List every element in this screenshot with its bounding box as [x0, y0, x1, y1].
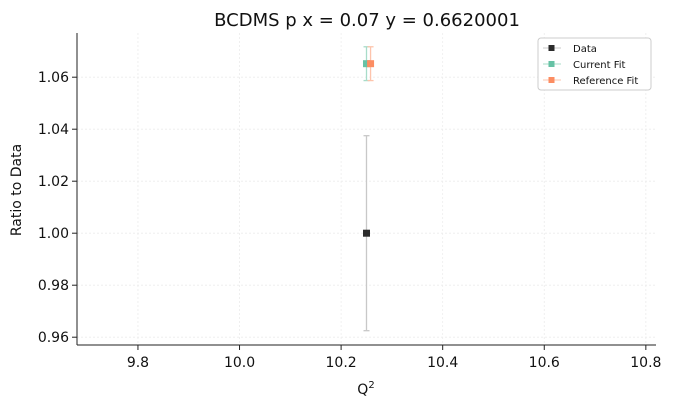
series-data — [363, 135, 370, 332]
data-marks — [363, 46, 375, 332]
series-reference-fit — [367, 46, 375, 82]
legend-label: Reference Fit — [573, 76, 638, 87]
x-tick-label: 10.4 — [427, 355, 458, 371]
y-tick-label: 1.00 — [38, 226, 69, 242]
x-tick-label: 10.0 — [224, 355, 255, 371]
legend: Data Current Fit Reference Fit — [537, 37, 652, 91]
chart-title: BCDMS p x = 0.07 y = 0.6620001 — [214, 10, 520, 31]
x-tick-label: 10.2 — [326, 355, 357, 371]
legend-marker — [548, 45, 555, 51]
x-tick-label: 10.8 — [630, 355, 661, 371]
x-axis-label-sup: 2 — [368, 380, 374, 391]
legend-marker — [548, 77, 555, 83]
y-tick-label: 1.04 — [38, 122, 69, 138]
x-axis-label-text: Q — [357, 382, 368, 398]
legend-item: Reference Fit — [543, 76, 638, 87]
data-point — [363, 60, 370, 68]
legend-label: Current Fit — [573, 60, 626, 71]
data-point — [367, 60, 375, 68]
x-axis-label: Q2 — [357, 380, 374, 398]
legend-box — [537, 37, 652, 91]
legend-marker — [548, 61, 555, 67]
x-tick-label: 10.6 — [529, 355, 560, 371]
x-ticks: 9.8 10.0 10.2 10.4 10.6 10.8 — [127, 345, 661, 371]
axes — [76, 33, 656, 346]
data-point — [363, 229, 370, 237]
y-axis-label: Ratio to Data — [9, 144, 25, 236]
y-tick-label: 0.98 — [38, 278, 69, 294]
y-ticks: 0.96 0.98 1.00 1.02 1.04 1.06 — [38, 70, 77, 346]
y-tick-label: 0.96 — [38, 330, 69, 346]
legend-item: Data — [543, 44, 597, 55]
x-tick-label: 9.8 — [127, 355, 149, 371]
y-tick-label: 1.02 — [38, 174, 69, 190]
legend-item: Current Fit — [543, 60, 626, 71]
y-tick-label: 1.06 — [38, 70, 69, 86]
legend-label: Data — [573, 44, 597, 55]
